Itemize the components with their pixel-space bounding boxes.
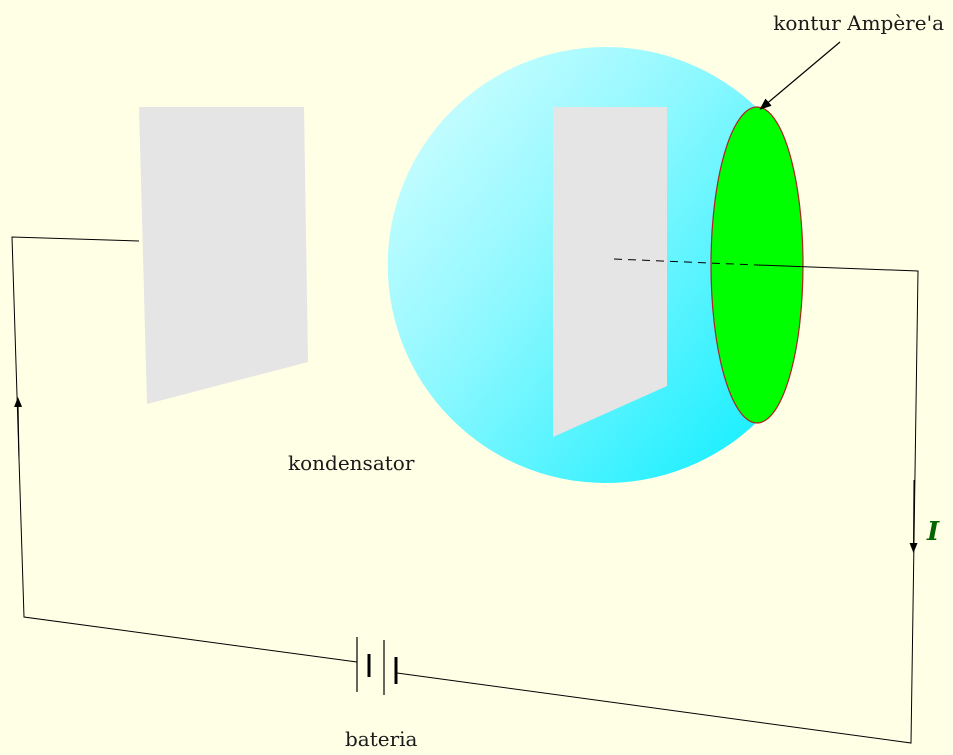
capacitor-label: kondensator bbox=[288, 451, 415, 475]
capacitor-plate-right bbox=[553, 107, 667, 437]
battery-label: bateria bbox=[345, 727, 418, 751]
battery-icon bbox=[356, 637, 398, 695]
current-label: I bbox=[926, 517, 940, 547]
hidden-wire-dashed bbox=[613, 258, 758, 266]
contour-label: kontur Ampère'a bbox=[773, 11, 944, 35]
wire-right bbox=[396, 264, 919, 744]
current-arrow-right-icon bbox=[909, 479, 918, 553]
capacitor-plate-left bbox=[139, 107, 308, 404]
contour-pointer-arrow-icon bbox=[759, 41, 841, 110]
current-arrow-left-icon bbox=[14, 397, 23, 461]
